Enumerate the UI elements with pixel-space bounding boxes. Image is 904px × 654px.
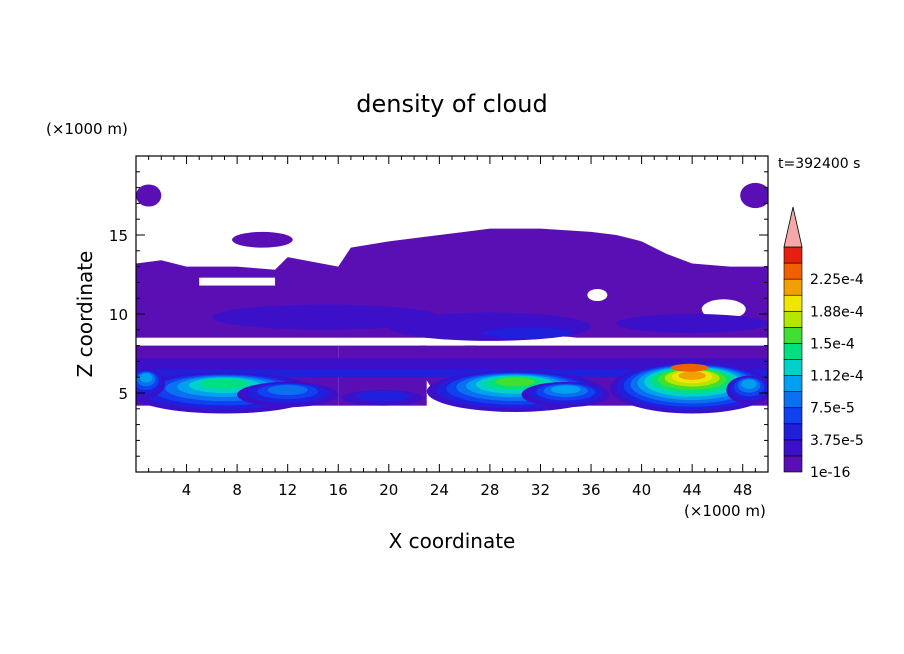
y-tick-label: 5	[118, 385, 128, 403]
colorbar-swatch	[783, 375, 803, 392]
convective-cell-contour	[200, 378, 249, 389]
chart-title: density of cloud	[356, 90, 547, 118]
clear-gap	[587, 289, 608, 302]
x-tick-label: 40	[632, 481, 651, 499]
colorbar-label: 2.25e-4	[810, 272, 864, 288]
y-tick-label: 15	[109, 227, 128, 245]
y-axis-label: Z coordinate	[73, 251, 97, 378]
convective-cell-contour	[678, 371, 706, 380]
colorbar-label: 1.5e-4	[810, 336, 855, 352]
cloud-wisp	[740, 182, 768, 209]
convective-cell-contour	[139, 373, 153, 383]
lower-layer-shading	[136, 358, 768, 371]
x-tick-label: 36	[581, 481, 600, 499]
upper-layer-shading	[616, 314, 768, 333]
colorbar-swatch	[783, 294, 803, 312]
x-tick-label: 32	[531, 481, 550, 499]
x-tick-label: 8	[232, 481, 242, 499]
density-field	[136, 182, 768, 414]
convective-cell-contour	[495, 377, 535, 387]
colorbar-label: 1.12e-4	[810, 369, 864, 385]
colorbar: 1e-16 3.75e-5 7.5e-5 1.12e-4 1.5e-4 1.88e-4 2.…	[783, 206, 864, 481]
colorbar-swatch	[783, 310, 803, 328]
colorbar-overflow-arrow	[783, 206, 803, 248]
max-density-core	[670, 363, 709, 372]
colorbar-swatch	[783, 359, 803, 376]
x-tick-label: 28	[480, 481, 499, 499]
clear-gap	[533, 336, 586, 349]
colorbar-label: 1.88e-4	[810, 304, 864, 320]
colorbar-swatch	[783, 391, 803, 409]
x-axis-label: X coordinate	[389, 529, 516, 553]
convective-cell-contour	[267, 384, 308, 396]
clear-gap	[701, 299, 746, 320]
colorbar-swatch	[783, 455, 803, 473]
cloud-wisp	[232, 231, 293, 248]
y-axis: 5 10 15	[109, 171, 768, 457]
x-tick-label: 16	[329, 481, 348, 499]
convective-cell-contour	[741, 379, 757, 389]
upper-layer-shading	[483, 327, 573, 339]
y-tick-label: 10	[109, 306, 128, 324]
y-unit-label: (×1000 m)	[46, 120, 128, 138]
x-tick-label: 4	[182, 481, 192, 499]
colorbar-swatch	[783, 423, 803, 441]
x-tick-label: 20	[379, 481, 398, 499]
x-unit-label: (×1000 m)	[684, 502, 766, 520]
clear-gap	[199, 277, 276, 286]
colorbar-swatch	[783, 262, 803, 280]
colorbar-label: 7.5e-5	[810, 401, 855, 417]
convective-cell-contour	[355, 390, 410, 402]
colorbar-swatch	[783, 439, 803, 457]
colorbar-label: 3.75e-5	[810, 433, 864, 449]
x-tick-label: 12	[278, 481, 297, 499]
x-tick-label: 48	[733, 481, 752, 499]
colorbar-swatch	[783, 278, 803, 296]
colorbar-swatch	[783, 327, 803, 344]
colorbar-label: 1e-16	[810, 465, 850, 481]
cloud-wisp	[136, 184, 162, 207]
x-tick-label: 24	[430, 481, 449, 499]
upper-layer-shading	[211, 304, 440, 330]
x-tick-label: 44	[683, 481, 702, 499]
colorbar-swatch	[783, 246, 803, 264]
time-label: t=392400 s	[778, 156, 860, 172]
convective-cell-contour	[551, 385, 581, 394]
lower-layer-shading	[136, 369, 768, 378]
colorbar-swatch	[783, 407, 803, 425]
x-axis: 4 8 12 16 20 24 28 32 36 40 44 48	[148, 156, 756, 499]
colorbar-swatch	[783, 343, 803, 360]
upper-cloud-top	[136, 228, 768, 289]
